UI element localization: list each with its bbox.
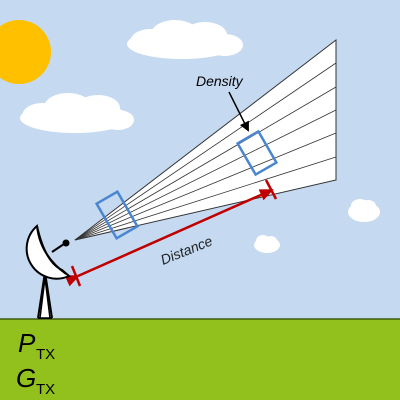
antenna-gain-label: G TX: [16, 363, 55, 398]
sun-icon: [0, 20, 51, 84]
cloud-icon: [348, 199, 380, 222]
gain-symbol: G: [16, 363, 36, 393]
cloud-icon: [20, 93, 134, 133]
power-symbol: P: [18, 328, 36, 358]
dish-antenna-icon: [25, 224, 71, 319]
transmit-power-label: P TX: [18, 328, 55, 363]
power-subscript: TX: [36, 346, 55, 363]
distance-arrow: [64, 179, 278, 287]
density-label: Density: [196, 73, 244, 89]
ground: [0, 319, 400, 400]
far-density-box: [235, 129, 279, 177]
density-arrow: [228, 91, 249, 132]
gain-subscript: TX: [36, 381, 55, 398]
cloud-icon: [127, 20, 243, 59]
